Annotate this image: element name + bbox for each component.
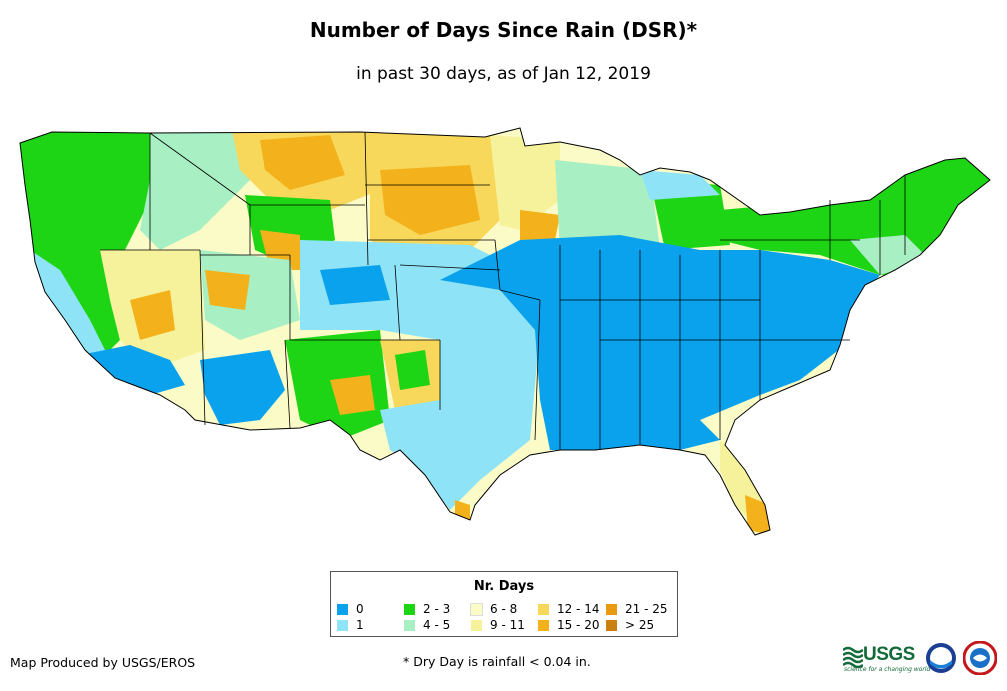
legend-label: 6 - 8: [490, 602, 518, 616]
legend-item-3: 4 - 5: [404, 618, 450, 632]
map-title: Number of Days Since Rain (DSR)*: [309, 18, 698, 42]
noaa-logo-icon: [926, 643, 956, 673]
legend-item-8: 21 - 25: [606, 602, 668, 616]
legend-item-9: > 25: [606, 618, 654, 632]
legend-item-0: 0: [337, 602, 364, 616]
legend-label: 9 - 11: [490, 618, 525, 632]
legend-swatch: [538, 619, 549, 631]
state-boundaries: [19, 127, 991, 536]
legend-label: 1: [356, 618, 364, 632]
legend-item-7: 15 - 20: [538, 618, 600, 632]
legend-swatch: [404, 619, 415, 631]
legend-label: 0: [356, 602, 364, 616]
legend-swatch: [337, 603, 348, 615]
agency-logos: USGS science for a changing world: [843, 640, 1003, 680]
usgs-logo: USGS: [863, 644, 915, 665]
us-dsr-map: [19, 127, 991, 536]
legend-title: Nr. Days: [473, 579, 535, 594]
legend-swatch: [471, 619, 482, 631]
legend-item-2: 2 - 3: [404, 602, 450, 616]
legend-item-5: 9 - 11: [471, 618, 525, 632]
legend-swatch: [606, 603, 617, 615]
legend-swatch: [538, 603, 549, 615]
usgs-wave-icon: [843, 646, 863, 668]
legend-swatch: [337, 619, 348, 631]
legend-label: 21 - 25: [625, 602, 668, 616]
usgs-tagline: science for a changing world: [844, 666, 931, 673]
nws-logo-icon: [963, 641, 997, 675]
legend-swatch: [404, 603, 415, 615]
legend-label: 12 - 14: [557, 602, 600, 616]
dsr-fill-layer: [20, 128, 990, 535]
legend-item-6: 12 - 14: [538, 602, 600, 616]
legend-label: 15 - 20: [557, 618, 600, 632]
legend-swatch: [606, 619, 617, 631]
credit-text: Map Produced by USGS/EROS: [10, 655, 196, 670]
map-subtitle: in past 30 days, as of Jan 12, 2019: [356, 64, 651, 84]
legend-box: Nr. Days 0 1 2 - 3 4 - 5 6 - 8 9 - 11 12…: [330, 571, 678, 637]
legend-label: > 25: [625, 618, 655, 632]
footnote-text: * Dry Day is rainfall < 0.04 in.: [403, 654, 591, 669]
legend-swatch: [470, 602, 483, 616]
legend-item-1: 1: [337, 618, 364, 632]
legend-label: 2 - 3: [423, 602, 451, 616]
legend-item-4: 6 - 8: [470, 602, 518, 616]
legend-label: 4 - 5: [423, 618, 451, 632]
